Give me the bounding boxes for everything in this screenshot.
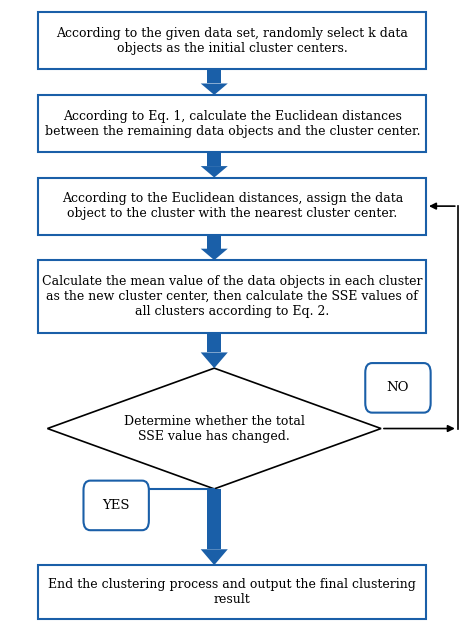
Polygon shape: [201, 166, 228, 178]
Text: NO: NO: [387, 381, 409, 394]
FancyBboxPatch shape: [365, 363, 431, 413]
Polygon shape: [208, 69, 221, 83]
Text: End the clustering process and output the final clustering
result: End the clustering process and output th…: [48, 578, 416, 606]
Polygon shape: [201, 549, 228, 565]
FancyBboxPatch shape: [38, 565, 426, 619]
Text: Calculate the mean value of the data objects in each cluster
as the new cluster : Calculate the mean value of the data obj…: [42, 275, 422, 318]
Text: Determine whether the total
SSE value has changed.: Determine whether the total SSE value ha…: [124, 415, 305, 442]
Polygon shape: [201, 83, 228, 95]
Polygon shape: [208, 235, 221, 249]
Polygon shape: [201, 353, 228, 368]
FancyBboxPatch shape: [83, 481, 149, 530]
FancyBboxPatch shape: [38, 12, 426, 69]
Text: YES: YES: [102, 499, 130, 512]
Polygon shape: [208, 489, 221, 549]
Text: According to the Euclidean distances, assign the data
object to the cluster with: According to the Euclidean distances, as…: [62, 192, 403, 220]
Text: According to Eq. 1, calculate the Euclidean distances
between the remaining data: According to Eq. 1, calculate the Euclid…: [45, 110, 420, 138]
Polygon shape: [201, 249, 228, 260]
Polygon shape: [208, 152, 221, 166]
Polygon shape: [208, 333, 221, 353]
Polygon shape: [47, 368, 381, 489]
FancyBboxPatch shape: [38, 178, 426, 235]
FancyBboxPatch shape: [38, 260, 426, 333]
Text: According to the given data set, randomly select k data
objects as the initial c: According to the given data set, randoml…: [56, 27, 408, 55]
FancyBboxPatch shape: [38, 95, 426, 152]
